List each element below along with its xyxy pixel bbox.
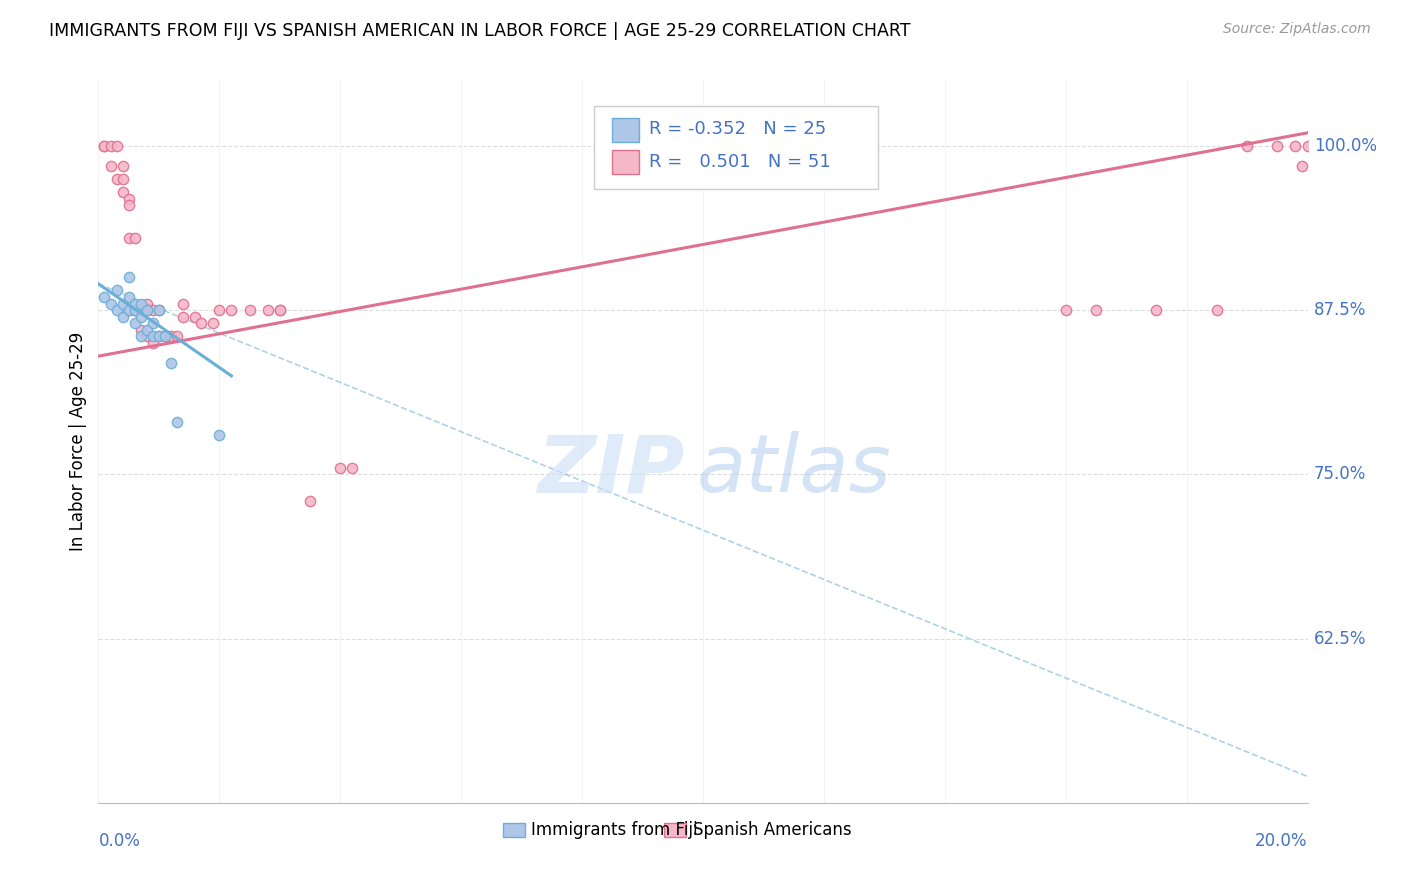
Bar xyxy=(613,151,638,174)
Point xyxy=(135,296,157,310)
Point xyxy=(129,323,152,337)
Point xyxy=(148,303,170,318)
Point xyxy=(208,303,231,318)
Point xyxy=(142,316,165,330)
Point xyxy=(269,303,291,318)
Point xyxy=(172,296,194,310)
Point xyxy=(142,329,165,343)
Point xyxy=(100,139,122,153)
Point xyxy=(124,303,146,318)
Point xyxy=(202,316,225,330)
Point xyxy=(160,356,183,370)
Text: 75.0%: 75.0% xyxy=(1313,466,1367,483)
Point xyxy=(148,329,170,343)
Text: Immigrants from Fiji: Immigrants from Fiji xyxy=(531,822,697,839)
Point xyxy=(1236,139,1258,153)
Text: ZIP: ZIP xyxy=(537,432,685,509)
Point xyxy=(148,303,170,318)
Point xyxy=(129,303,152,318)
Point xyxy=(111,185,134,199)
Point xyxy=(118,303,141,318)
Point xyxy=(1085,303,1108,318)
Point xyxy=(105,303,128,318)
Text: 20.0%: 20.0% xyxy=(1256,831,1308,850)
Point xyxy=(111,171,134,186)
Point xyxy=(105,139,128,153)
Point xyxy=(172,310,194,324)
Point xyxy=(111,296,134,310)
Point xyxy=(153,329,176,343)
Point xyxy=(124,231,146,245)
Point xyxy=(118,270,141,285)
Point xyxy=(124,316,146,330)
Point xyxy=(129,329,152,343)
Point xyxy=(329,460,352,475)
Text: 100.0%: 100.0% xyxy=(1313,137,1376,155)
Point xyxy=(221,303,243,318)
Point xyxy=(111,310,134,324)
Point xyxy=(129,310,152,324)
Point xyxy=(135,323,157,337)
Point xyxy=(1054,303,1077,318)
Point xyxy=(129,296,152,310)
Point xyxy=(1267,139,1289,153)
Text: 0.0%: 0.0% xyxy=(98,831,141,850)
Point xyxy=(153,329,176,343)
Point xyxy=(208,428,231,442)
Point xyxy=(105,171,128,186)
Bar xyxy=(613,118,638,142)
Point xyxy=(118,231,141,245)
Point xyxy=(239,303,262,318)
Point xyxy=(124,303,146,318)
Point xyxy=(124,296,146,310)
Point xyxy=(93,139,115,153)
Point xyxy=(256,303,278,318)
Point xyxy=(105,284,128,298)
Point xyxy=(148,329,170,343)
Point xyxy=(135,303,157,318)
Point xyxy=(166,329,188,343)
Text: IMMIGRANTS FROM FIJI VS SPANISH AMERICAN IN LABOR FORCE | AGE 25-29 CORRELATION : IMMIGRANTS FROM FIJI VS SPANISH AMERICAN… xyxy=(49,22,911,40)
Point xyxy=(118,290,141,304)
Point xyxy=(100,296,122,310)
Point xyxy=(166,415,188,429)
Point xyxy=(184,310,207,324)
Point xyxy=(269,303,291,318)
Y-axis label: In Labor Force | Age 25-29: In Labor Force | Age 25-29 xyxy=(69,332,87,551)
Point xyxy=(1291,159,1313,173)
Point xyxy=(1284,139,1306,153)
Point xyxy=(1206,303,1229,318)
Point xyxy=(1144,303,1167,318)
Point xyxy=(111,159,134,173)
Text: R =   0.501   N = 51: R = 0.501 N = 51 xyxy=(648,153,831,171)
Point xyxy=(135,303,157,318)
Point xyxy=(93,290,115,304)
Point xyxy=(299,493,322,508)
Point xyxy=(100,159,122,173)
Text: Source: ZipAtlas.com: Source: ZipAtlas.com xyxy=(1223,22,1371,37)
Bar xyxy=(503,823,526,838)
Text: Spanish Americans: Spanish Americans xyxy=(693,822,852,839)
Point xyxy=(93,139,115,153)
Point xyxy=(142,336,165,351)
Point xyxy=(118,198,141,212)
Text: 62.5%: 62.5% xyxy=(1313,630,1367,648)
Point xyxy=(135,329,157,343)
Bar xyxy=(664,823,686,838)
Point xyxy=(124,303,146,318)
FancyBboxPatch shape xyxy=(595,105,879,189)
Point xyxy=(1296,139,1319,153)
Point xyxy=(190,316,212,330)
Point xyxy=(342,460,364,475)
Text: atlas: atlas xyxy=(697,432,891,509)
Point xyxy=(142,303,165,318)
Text: 87.5%: 87.5% xyxy=(1313,301,1367,319)
Point xyxy=(118,303,141,318)
Text: R = -0.352   N = 25: R = -0.352 N = 25 xyxy=(648,120,825,138)
Point xyxy=(160,329,183,343)
Point xyxy=(118,192,141,206)
